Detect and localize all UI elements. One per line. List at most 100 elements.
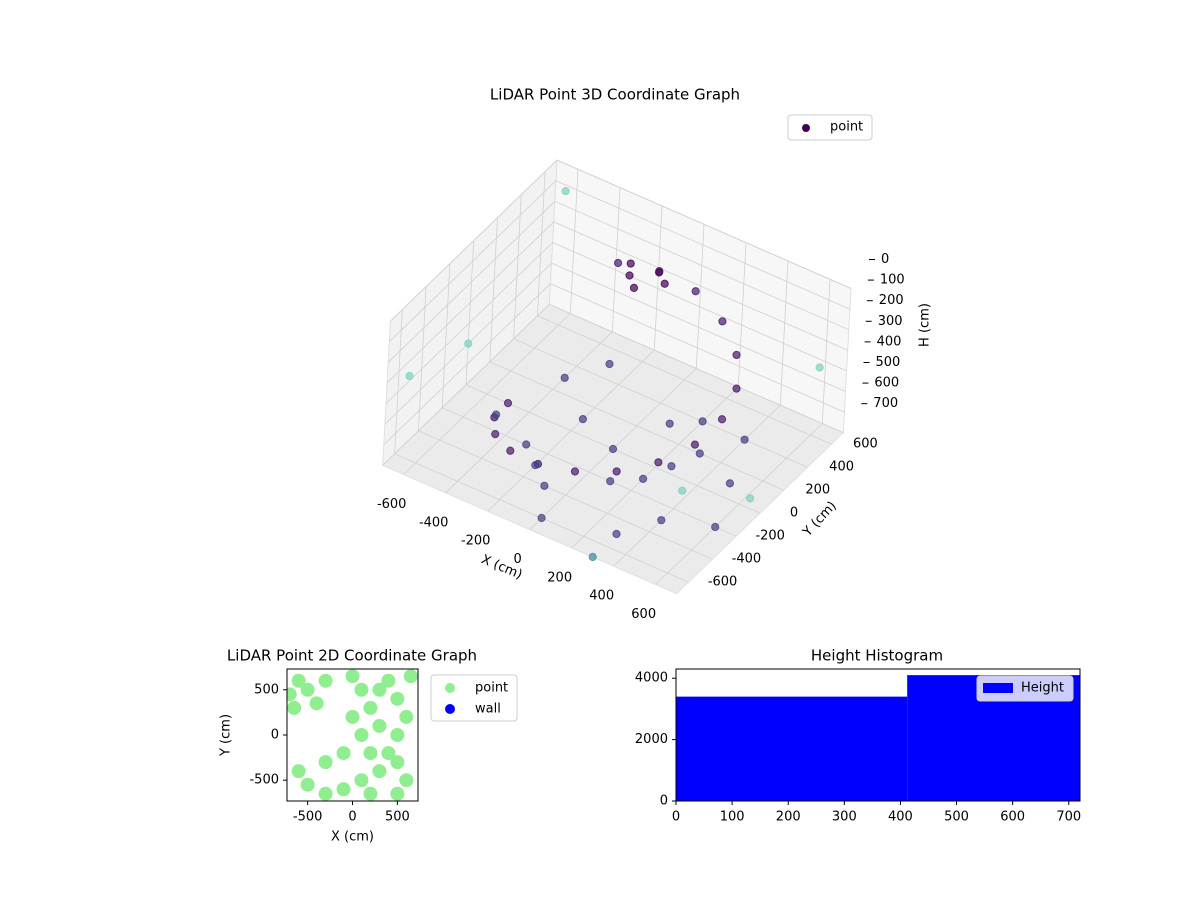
point — [318, 786, 333, 801]
y-tick-label: 0 — [790, 506, 798, 521]
x-tick-label: 400 — [888, 810, 913, 825]
y-tick-label: -400 — [732, 552, 762, 567]
grid-line — [390, 159, 558, 322]
grid-line — [550, 283, 845, 413]
y-axis-label: Y (cm) — [219, 714, 234, 757]
grid-line — [537, 171, 546, 316]
chart-title: LiDAR Point 3D Coordinate Graph — [490, 86, 740, 104]
point — [300, 777, 315, 792]
point — [354, 728, 369, 742]
point — [657, 516, 666, 525]
legend-marker — [802, 124, 810, 132]
point — [695, 449, 704, 458]
point — [405, 371, 414, 381]
grid-line — [383, 283, 551, 445]
legend-label: wall — [475, 702, 501, 717]
legend-box — [976, 675, 1074, 702]
grid-line — [737, 242, 747, 387]
legend-marker — [445, 704, 455, 714]
x-tick-label: 100 — [720, 810, 745, 825]
x-tick-label: 500 — [385, 810, 410, 825]
point — [667, 462, 676, 471]
point — [291, 764, 306, 779]
point — [660, 279, 669, 288]
y-tick-label: 0 — [660, 794, 668, 809]
plot-area — [287, 669, 418, 801]
grid-line — [394, 309, 403, 454]
grid-line — [569, 169, 579, 314]
grid-line — [382, 304, 550, 466]
point — [390, 691, 405, 706]
h-tick-label: 500 — [876, 355, 901, 370]
point — [613, 258, 623, 268]
x-tick-label: 600 — [1000, 810, 1025, 825]
x-tick-label: 0 — [348, 810, 356, 825]
x-tick-label: -400 — [419, 515, 449, 530]
x-tick-label: 200 — [776, 810, 801, 825]
grid-line — [555, 180, 851, 310]
grid-line — [418, 286, 427, 431]
grid-line — [418, 430, 713, 560]
x-tick-label: 0 — [672, 810, 680, 825]
point — [570, 467, 580, 476]
y-tick-label: 500 — [254, 682, 279, 697]
point — [390, 755, 405, 770]
point — [725, 479, 735, 488]
point — [354, 682, 369, 697]
point — [403, 669, 418, 684]
grid-line — [389, 180, 557, 342]
x-axis-label: X (cm) — [331, 830, 374, 845]
grid-line — [513, 338, 808, 468]
y-tick-label: 400 — [829, 460, 854, 475]
grid-line — [442, 407, 737, 537]
point — [690, 440, 700, 449]
point — [718, 317, 727, 326]
point — [815, 363, 824, 372]
point — [531, 461, 540, 470]
h-tick-label: 400 — [877, 334, 902, 349]
x-tick-label: 200 — [547, 570, 572, 585]
point — [606, 477, 615, 486]
point — [390, 728, 405, 742]
point — [626, 259, 635, 268]
point — [740, 435, 749, 444]
legend-label: point — [475, 681, 508, 696]
point — [336, 782, 351, 797]
point — [345, 709, 360, 724]
point — [318, 673, 333, 688]
point — [612, 467, 621, 476]
point — [291, 673, 306, 688]
point — [639, 474, 648, 483]
point — [363, 746, 378, 761]
point — [537, 513, 546, 523]
chart-title: Height Histogram — [811, 647, 943, 665]
point — [372, 718, 387, 733]
grid-line — [385, 242, 553, 404]
h-tick-label: 100 — [880, 273, 905, 288]
grid-line — [387, 201, 556, 363]
point — [678, 486, 687, 495]
grid-line — [549, 303, 844, 434]
grid-line — [386, 221, 554, 384]
point — [372, 764, 387, 779]
legend-box — [787, 114, 873, 141]
bar — [676, 696, 908, 801]
point — [309, 696, 324, 711]
point — [506, 446, 515, 455]
x-tick-label: 300 — [832, 810, 857, 825]
x-tick-label: -500 — [293, 810, 323, 825]
point — [691, 287, 700, 296]
point — [540, 481, 549, 490]
grid-line — [441, 263, 451, 408]
x-tick-label: -200 — [461, 534, 491, 549]
point — [399, 773, 414, 788]
grid-line — [551, 262, 846, 392]
grid-line — [779, 260, 789, 406]
x-tick-label: 400 — [589, 589, 614, 604]
point — [654, 458, 663, 467]
point — [491, 430, 500, 439]
point — [732, 350, 741, 360]
point — [561, 186, 570, 196]
axes-frame — [675, 668, 1081, 802]
z-axis-label: H (cm) — [918, 303, 933, 347]
